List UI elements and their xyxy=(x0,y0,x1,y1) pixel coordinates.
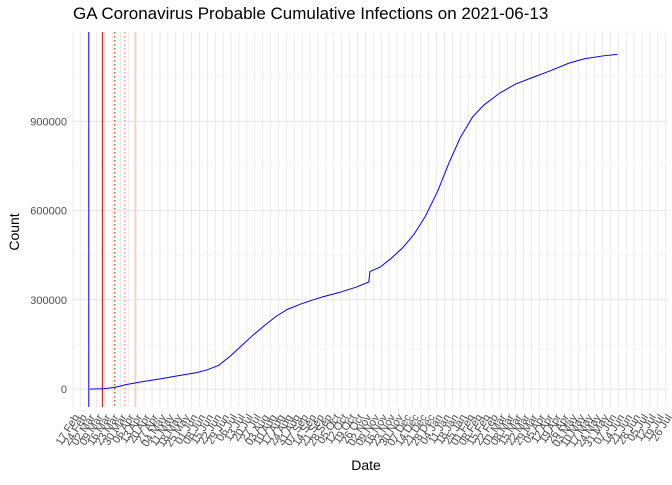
y-tick-label: 600000 xyxy=(30,206,67,218)
y-axis-label: Count xyxy=(6,213,22,250)
chart-title: GA Coronavirus Probable Cumulative Infec… xyxy=(73,4,549,23)
grid-lines xyxy=(72,31,668,407)
reference-lines xyxy=(88,32,136,407)
y-tick-label: 0 xyxy=(61,384,67,396)
series-line xyxy=(89,53,618,390)
y-tick-label: 300000 xyxy=(30,295,67,307)
y-axis-ticks: 0 300000 600000 900000 xyxy=(30,116,67,396)
x-axis-label: Date xyxy=(351,457,381,473)
series-layer xyxy=(89,53,618,390)
y-tick-label: 900000 xyxy=(30,116,67,128)
